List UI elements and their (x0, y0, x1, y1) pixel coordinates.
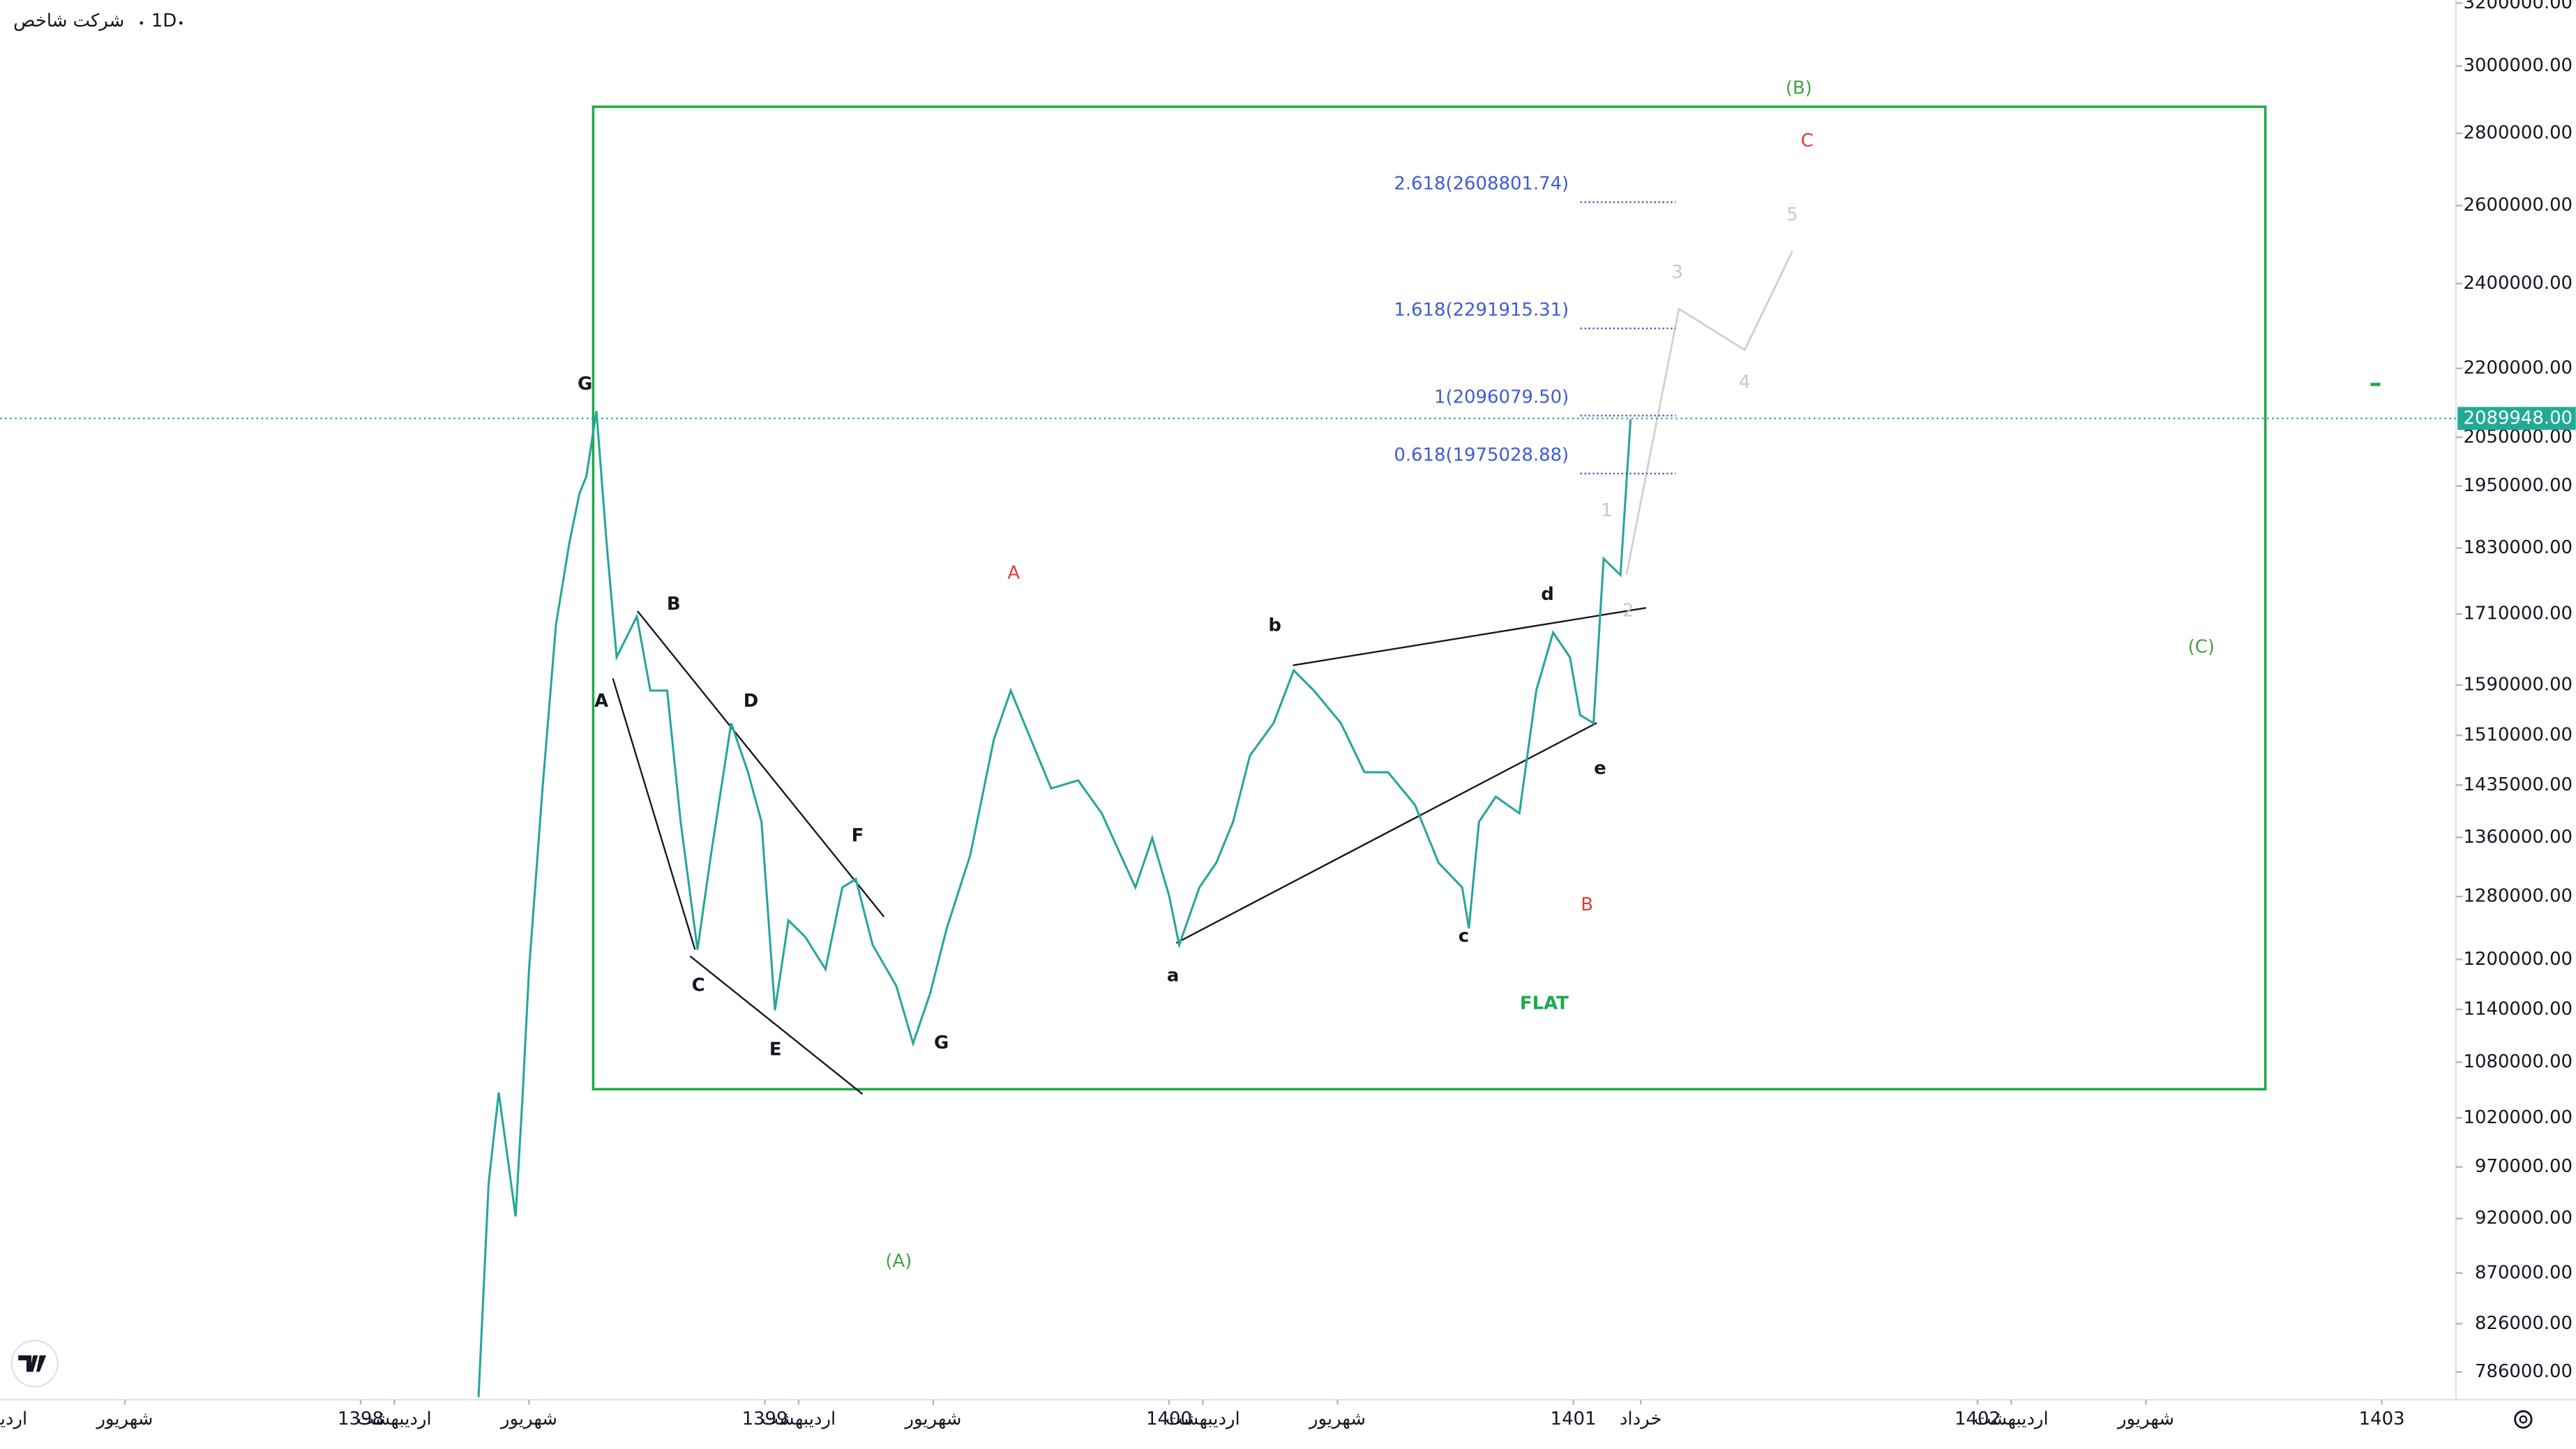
trend-line[interactable] (1293, 607, 1647, 666)
wave-label[interactable]: B (667, 594, 681, 615)
y-tick-label: 1950000.00 (2464, 475, 2573, 496)
fib-label: 0.618(1975028.88) (1394, 444, 1569, 465)
symbol-name: شرکت شاخص (13, 10, 124, 31)
settings-icon[interactable] (2514, 1410, 2533, 1429)
wave-label[interactable]: (B) (1786, 78, 1812, 99)
wave-label[interactable]: G (578, 374, 592, 395)
x-tick-label: شهریور (903, 1409, 961, 1429)
x-tick-label: 1401 (1551, 1409, 1597, 1429)
wave-label[interactable]: c (1459, 926, 1469, 947)
wave-label[interactable]: 4 (1739, 372, 1750, 393)
trend-line[interactable] (689, 955, 864, 1095)
wave-label[interactable]: 5 (1786, 204, 1798, 225)
x-tick-label: 1399 (742, 1409, 788, 1429)
wave-label[interactable]: C (1801, 130, 1814, 151)
wave-label[interactable]: d (1541, 584, 1554, 605)
y-tick-label: 1590000.00 (2464, 674, 2573, 695)
y-tick-label: 1360000.00 (2464, 827, 2573, 848)
fib-label: 2.618(2608801.74) (1394, 173, 1569, 194)
wave-label[interactable]: 3 (1671, 262, 1682, 283)
x-tick-label: اردیبهشت (0, 1409, 27, 1429)
y-tick-label: 1435000.00 (2464, 774, 2573, 795)
y-tick-label: 1020000.00 (2464, 1107, 2573, 1128)
y-tick-label: 1510000.00 (2464, 725, 2573, 746)
logo[interactable] (10, 1339, 59, 1388)
wave-label[interactable]: A (1007, 562, 1020, 583)
y-tick-label: 970000.00 (2475, 1156, 2573, 1177)
fib-label: 1(2096079.50) (1434, 386, 1569, 407)
y-tick-label: 1830000.00 (2464, 537, 2573, 558)
x-tick-label: 1398 (338, 1409, 384, 1429)
interval[interactable]: 1D (151, 10, 176, 31)
wave-label[interactable]: B (1581, 894, 1593, 915)
flat-box[interactable] (592, 105, 2267, 1091)
y-tick-label: 786000.00 (2475, 1361, 2573, 1382)
wave-label[interactable]: b (1268, 615, 1281, 636)
x-tick-label: شهریور (95, 1409, 153, 1429)
wave-label[interactable]: a (1167, 965, 1179, 986)
x-tick-label: اردیبهشت (1974, 1409, 2049, 1429)
wave-label[interactable]: F (852, 825, 864, 846)
y-tick-label: 870000.00 (2475, 1262, 2573, 1283)
last-price-box (2457, 407, 2576, 430)
y-tick-label: 1200000.00 (2464, 949, 2573, 970)
trend-lines (612, 607, 1647, 1095)
x-tick-label: خرداد (1620, 1409, 1662, 1429)
wave-label[interactable]: E (769, 1039, 782, 1060)
y-tick-label: 2600000.00 (2464, 195, 2573, 216)
y-tick-label: 920000.00 (2475, 1208, 2573, 1229)
x-tick-label: 1403 (2359, 1409, 2405, 1429)
fib-label: 1.618(2291915.31) (1394, 299, 1569, 320)
wave-label[interactable]: (A) (885, 1251, 912, 1272)
y-tick-label: 1140000.00 (2464, 998, 2573, 1019)
wave-label[interactable]: FLAT (1520, 993, 1569, 1014)
y-tick-label: 2400000.00 (2464, 273, 2573, 294)
y-tick-label: 1280000.00 (2464, 886, 2573, 907)
y-tick-label: 3000000.00 (2464, 55, 2573, 76)
x-tick-label: اردیبهشت (1166, 1409, 1240, 1429)
wave-label[interactable]: (C) (2188, 636, 2215, 657)
wave-label[interactable]: D (744, 691, 759, 712)
y-tick-label: 1710000.00 (2464, 603, 2573, 624)
separator (140, 21, 144, 25)
y-tick-label: 2800000.00 (2464, 122, 2573, 143)
y-tick-label: 826000.00 (2475, 1313, 2573, 1334)
trend-line[interactable] (637, 610, 885, 917)
x-tick-label: شهریور (499, 1409, 557, 1429)
trend-line[interactable] (612, 678, 696, 950)
wave-label[interactable]: C (692, 975, 705, 996)
x-tick-label: 1400 (1146, 1409, 1192, 1429)
last-price-label: 2089948.00 (2464, 407, 2573, 428)
wave-projection[interactable] (1625, 250, 1793, 576)
x-tick-label: 1402 (1954, 1409, 2001, 1429)
x-tick-label: شهریور (2116, 1409, 2174, 1429)
separator (179, 21, 183, 25)
wave-label[interactable]: 2 (1622, 601, 1634, 622)
x-tick-label: شهریور (1308, 1409, 1366, 1429)
wave-label[interactable]: e (1594, 758, 1606, 779)
wave-label[interactable]: 1 (1601, 500, 1612, 521)
y-tick-label: 3200000.00 (2464, 0, 2573, 13)
x-tick-label: اردیبهشت (357, 1409, 432, 1429)
wave-label[interactable]: G (934, 1033, 949, 1053)
price-line (477, 410, 1632, 1397)
y-tick-label: 1080000.00 (2464, 1051, 2573, 1072)
x-tick-label: اردیبهشت (761, 1409, 836, 1429)
y-tick-label: 2200000.00 (2464, 358, 2573, 379)
wave-label[interactable]: A (594, 691, 608, 712)
